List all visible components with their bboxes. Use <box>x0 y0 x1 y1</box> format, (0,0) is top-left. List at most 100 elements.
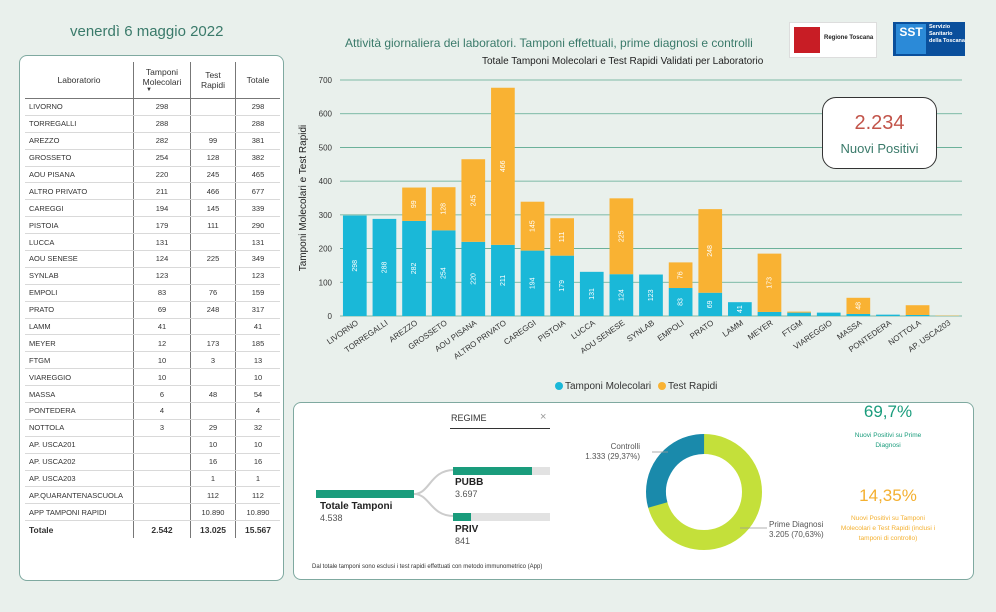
legend-molecolari[interactable]: Tamponi Molecolari <box>565 381 652 392</box>
bar-molecolari <box>876 314 900 316</box>
table-row[interactable]: AOU SENESE 124 225 349 <box>25 250 280 268</box>
table-row[interactable]: PRATO 69 248 317 <box>25 301 280 319</box>
table-row[interactable]: LIVORNO 298 298 <box>25 98 280 116</box>
table-cell: MEYER <box>25 334 134 353</box>
x-tick-label: PRATO <box>688 318 715 341</box>
table-cell: AP.QUARANTENASCUOLA <box>25 486 134 505</box>
clear-filter-icon[interactable]: × <box>540 411 547 423</box>
table-cell: 677 <box>235 182 280 201</box>
total-label: Totale <box>25 520 134 539</box>
bar-data-label: 69 <box>707 300 714 308</box>
bar-molecolari <box>639 274 663 316</box>
table-row[interactable]: VIAREGGIO 10 10 <box>25 368 280 387</box>
table-row[interactable]: AP.QUARANTENASCUOLA 112 112 <box>25 486 280 505</box>
kpi-prime-diagnosi-pct: 69,7% <box>863 402 913 421</box>
controlli-value: 1.333 (29,37%) <box>585 452 640 461</box>
totale-tamponi-bar[interactable] <box>316 490 414 498</box>
table-cell: 16 <box>190 453 236 471</box>
table-cell: 10.890 <box>235 503 280 522</box>
bar-rapidi <box>698 209 723 293</box>
bar-data-label: 145 <box>530 220 537 232</box>
table-row[interactable]: ALTRO PRIVATO 211 466 677 <box>25 182 280 201</box>
table-row[interactable]: AP. USCA203 1 1 <box>25 470 280 488</box>
col-header-tamponi-molecolari[interactable]: Tamponi Molecolari ▼ <box>133 62 191 99</box>
y-tick-label: 500 <box>319 143 333 152</box>
table-row[interactable]: MASSA 6 48 54 <box>25 385 280 404</box>
table-row[interactable]: GROSSETO 254 128 382 <box>25 149 280 167</box>
bar-rapidi <box>461 159 486 242</box>
table-row[interactable]: SYNLAB 123 123 <box>25 267 280 285</box>
table-row[interactable]: AOU PISANA 220 245 465 <box>25 166 280 184</box>
table-cell <box>190 233 236 252</box>
table-cell: 1 <box>190 470 236 488</box>
col-header-totale[interactable]: Totale <box>235 62 280 99</box>
table-cell: 131 <box>133 233 191 252</box>
table-cell: 124 <box>133 250 191 268</box>
controlli-label: Controlli <box>610 442 640 451</box>
table-row[interactable]: EMPOLI 83 76 159 <box>25 284 280 302</box>
table-cell: ALTRO PRIVATO <box>25 182 134 201</box>
col-header-laboratorio[interactable]: Laboratorio <box>25 62 134 99</box>
totale-tamponi-label: Totale Tamponi <box>320 501 393 512</box>
table-cell: 211 <box>133 182 191 201</box>
regime-filter-label[interactable]: REGIME <box>451 413 487 423</box>
table-row[interactable]: AP. USCA202 16 16 <box>25 453 280 471</box>
table-row[interactable]: LAMM 41 41 <box>25 318 280 336</box>
table-row[interactable]: PISTOIA 179 111 290 <box>25 216 280 235</box>
legend-rapidi[interactable]: Test Rapidi <box>667 381 718 392</box>
pubb-value: 3.697 <box>455 489 478 499</box>
report-date: venerdì 6 maggio 2022 <box>70 23 224 40</box>
table-cell: 254 <box>133 149 191 167</box>
priv-bar[interactable] <box>453 513 471 521</box>
bar-data-label: 131 <box>589 288 596 300</box>
table-cell: 29 <box>190 419 236 437</box>
table-cell: 83 <box>133 284 191 302</box>
table-cell: 4 <box>133 402 191 420</box>
table-cell: VIAREGGIO <box>25 368 134 387</box>
table-row[interactable]: FTGM 10 3 13 <box>25 351 280 370</box>
bar-data-label: 248 <box>707 245 714 257</box>
nuovi-positivi-label: Nuovi Positivi <box>840 141 919 156</box>
table-cell: 382 <box>235 149 280 167</box>
table-row[interactable]: APP TAMPONI RAPIDI 10.890 10.890 <box>25 503 280 522</box>
table-row[interactable]: MEYER 12 173 185 <box>25 334 280 353</box>
col-header-test-rapidi[interactable]: Test Rapidi <box>190 62 236 99</box>
table-cell: 225 <box>190 250 236 268</box>
table-cell <box>133 486 191 505</box>
table-cell: CAREGGI <box>25 199 134 218</box>
pubb-bar[interactable] <box>453 467 533 475</box>
x-tick-label: SYNLAB <box>625 318 656 343</box>
table-row[interactable]: TORREGALLI 288 288 <box>25 115 280 133</box>
table-row[interactable]: AREZZO 282 99 381 <box>25 132 280 150</box>
bar-data-label: 220 <box>470 273 477 285</box>
bar-data-label: 99 <box>411 200 418 208</box>
totale-tamponi-value: 4.538 <box>320 513 343 523</box>
bar-molecolari <box>905 314 930 316</box>
table-cell: 10 <box>235 436 280 454</box>
bar-molecolari <box>520 250 545 316</box>
table-row[interactable]: PONTEDERA 4 4 <box>25 402 280 420</box>
table-row[interactable]: AP. USCA201 10 10 <box>25 436 280 454</box>
bar-data-label: 173 <box>766 277 773 289</box>
table-cell: 6 <box>133 385 191 404</box>
table-row[interactable]: CAREGGI 194 145 339 <box>25 199 280 218</box>
table-cell <box>190 368 236 387</box>
nuovi-positivi-value: 2.234 <box>854 112 905 134</box>
bar-rapidi <box>520 201 545 251</box>
prime-diagnosi-value: 3.205 (70,63%) <box>769 530 824 539</box>
table-cell: APP TAMPONI RAPIDI <box>25 503 134 522</box>
table-cell: 339 <box>235 199 280 218</box>
bar-data-label: 225 <box>618 230 625 242</box>
laboratory-table-panel: Laboratorio Tamponi Molecolari ▼ Test Rap… <box>19 55 284 581</box>
table-cell: 288 <box>235 115 280 133</box>
regime-underline <box>450 428 550 429</box>
bar-data-label: 282 <box>411 263 418 275</box>
table-row[interactable]: NOTTOLA 3 29 32 <box>25 419 280 437</box>
table-cell: AP. USCA203 <box>25 470 134 488</box>
table-cell: 16 <box>235 453 280 471</box>
y-axis-label: Tamponi Molecolari e Test Rapidi <box>298 125 309 272</box>
y-tick-label: 600 <box>319 110 333 119</box>
bar-rapidi <box>609 198 634 275</box>
total-totale: 15.567 <box>235 520 280 539</box>
table-row[interactable]: LUCCA 131 131 <box>25 233 280 252</box>
